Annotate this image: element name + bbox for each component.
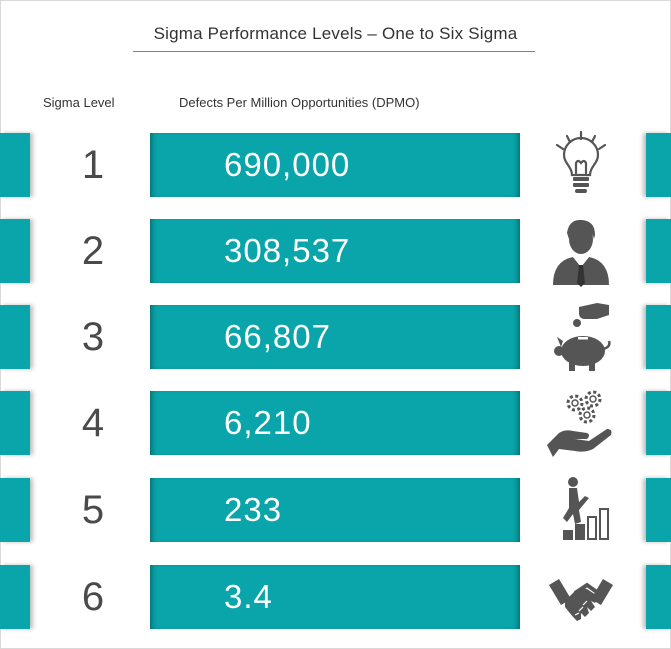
dpmo-value: 6,210 bbox=[224, 404, 312, 441]
page-title: Sigma Performance Levels – One to Six Si… bbox=[153, 24, 518, 43]
right-accent-band bbox=[646, 133, 671, 197]
title-underline bbox=[133, 51, 535, 52]
dpmo-bar bbox=[150, 305, 520, 369]
dpmo-value: 3.4 bbox=[224, 578, 273, 615]
dpmo-value: 308,537 bbox=[224, 232, 351, 269]
right-accent-band bbox=[646, 305, 671, 369]
gears-hand-icon bbox=[545, 387, 617, 459]
dpmo-bar bbox=[150, 391, 520, 455]
right-accent-band bbox=[646, 478, 671, 542]
left-accent-band bbox=[0, 478, 30, 542]
sigma-level-value: 6 bbox=[81, 575, 105, 619]
sigma-row-5: 5 233 bbox=[0, 477, 671, 542]
left-accent-band bbox=[0, 133, 30, 197]
sigma-level-value: 3 bbox=[81, 315, 105, 359]
sigma-row-6: 6 3.4 bbox=[0, 565, 671, 629]
right-accent-band bbox=[646, 219, 671, 283]
dpmo-bar bbox=[150, 219, 520, 283]
sigma-level-value: 5 bbox=[81, 488, 105, 532]
dpmo-value: 66,807 bbox=[224, 318, 331, 355]
sigma-level-value: 2 bbox=[81, 229, 105, 273]
dpmo-value: 690,000 bbox=[224, 146, 351, 183]
sigma-row-2: 2 308,537 bbox=[0, 219, 671, 287]
sigma-row-1: 1 690,000 bbox=[0, 130, 671, 197]
dpmo-bar bbox=[150, 133, 520, 197]
sigma-level-value: 4 bbox=[81, 401, 105, 445]
handshake-icon bbox=[545, 561, 617, 633]
left-accent-band bbox=[0, 305, 30, 369]
businessman-icon bbox=[545, 215, 617, 287]
sigma-row-4: 4 6,210 bbox=[0, 390, 671, 457]
dpmo-value: 233 bbox=[224, 491, 283, 528]
left-accent-band bbox=[0, 391, 30, 455]
dpmo-bar bbox=[150, 478, 520, 542]
sigma-level-header: Sigma Level bbox=[43, 95, 115, 110]
sigma-level-value: 1 bbox=[81, 143, 105, 187]
dpmo-bar bbox=[150, 565, 520, 629]
right-accent-band bbox=[646, 565, 671, 629]
left-accent-band bbox=[0, 219, 30, 283]
sigma-row-3: 3 66,807 bbox=[0, 303, 671, 371]
climbing-steps-icon bbox=[545, 474, 617, 546]
right-accent-band bbox=[646, 391, 671, 455]
dpmo-header: Defects Per Million Opportunities (DPMO) bbox=[179, 95, 420, 110]
lightbulb-icon bbox=[545, 129, 617, 201]
piggy-bank-icon bbox=[545, 301, 617, 373]
left-accent-band bbox=[0, 565, 30, 629]
